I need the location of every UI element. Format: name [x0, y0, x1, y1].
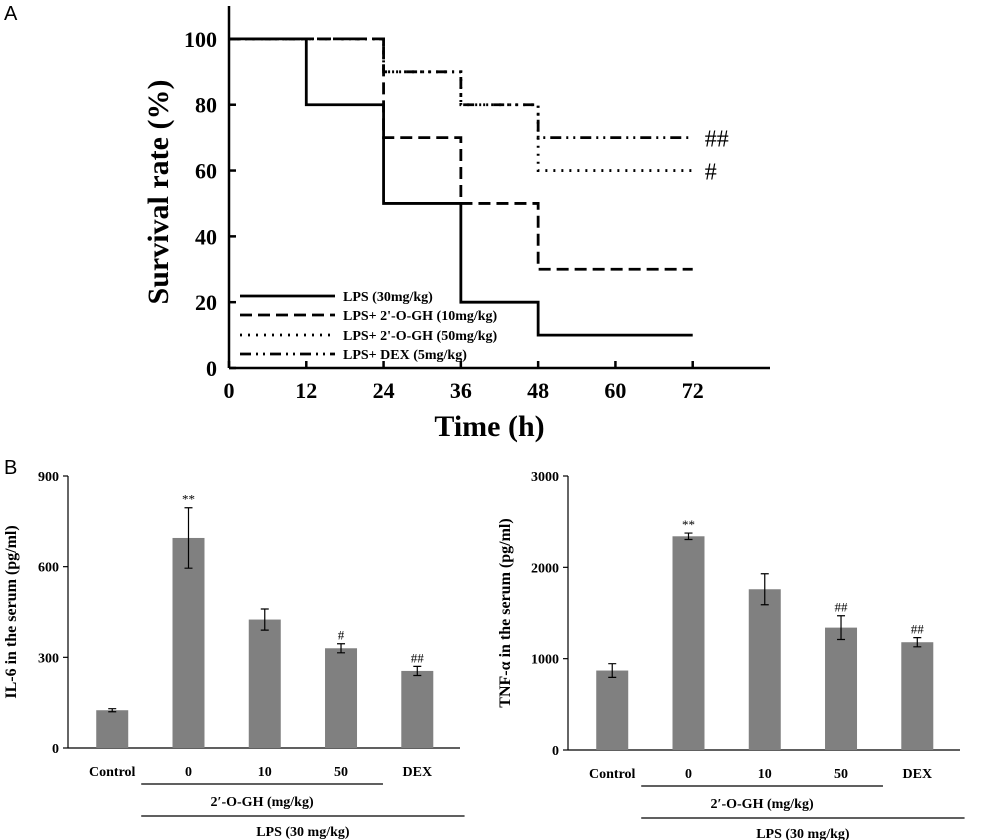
- x-tick-label: 72: [682, 378, 704, 403]
- outer-group-label: LPS (30 mg/kg): [256, 825, 350, 840]
- series-line-2: [229, 37, 693, 271]
- significance-annotation: ##: [705, 127, 729, 153]
- y-tick-label: 600: [38, 561, 59, 576]
- category-label: 10: [758, 767, 772, 782]
- group-label: 2′-O-GH (mg/kg): [711, 797, 814, 812]
- bar-50: [825, 627, 858, 750]
- x-tick-label: 48: [527, 378, 549, 403]
- significance-mark: **: [182, 492, 195, 507]
- significance-mark: #: [338, 628, 345, 643]
- category-label: DEX: [903, 767, 933, 782]
- y-tick-label: 0: [552, 744, 559, 759]
- category-label: 50: [834, 767, 848, 782]
- y-tick-label: 1000: [531, 653, 559, 668]
- x-tick-label: 12: [295, 378, 317, 403]
- category-label: 10: [258, 765, 272, 780]
- bar-0: [172, 537, 205, 748]
- panel-a-label: A: [4, 3, 18, 25]
- error-bar: [260, 608, 269, 631]
- error-bar: [337, 643, 346, 654]
- y-tick-label: 2000: [531, 561, 559, 576]
- y-tick-label: 0: [52, 742, 59, 757]
- bar-10: [248, 619, 281, 748]
- error-bar: [413, 665, 422, 677]
- legend-label: LPS (30mg/kg): [343, 290, 433, 305]
- error-bar: [684, 532, 693, 541]
- x-tick-label: 36: [450, 378, 472, 403]
- x-tick-label: 60: [604, 378, 626, 403]
- group-label: 2′-O-GH (mg/kg): [211, 795, 314, 810]
- y-axis-title: TNF-α in the serum (pg/ml): [497, 518, 514, 707]
- bar-10: [748, 589, 781, 750]
- error-bar: [837, 615, 846, 641]
- bar-control: [96, 710, 129, 748]
- bar-dex: [901, 642, 934, 750]
- error-bar: [913, 637, 922, 648]
- il6-bar-chart: 0 300 600 900 IL-6 in the serum (pg/ml) Contr…: [3, 470, 465, 840]
- category-label: 0: [685, 767, 692, 782]
- category-label: 50: [334, 765, 348, 780]
- bar-dex: [401, 670, 434, 748]
- y-axis-title: Survival rate (%): [142, 80, 175, 305]
- y-tick-label: 900: [38, 470, 59, 485]
- y-tick-label: 20: [195, 290, 217, 315]
- y-tick-label: 0: [206, 356, 217, 381]
- significance-mark: ##: [911, 622, 925, 637]
- survival-chart: 0 20 40 60 80 100 0 12 24 36 48 60 72 Time (h) Surviva…: [142, 6, 770, 443]
- series-line-4: [229, 37, 693, 140]
- error-bar: [760, 573, 769, 606]
- y-tick-label: 300: [38, 651, 59, 666]
- y-tick-label: 3000: [531, 470, 559, 485]
- x-axis-title: Time (h): [434, 410, 544, 443]
- significance-mark: ##: [411, 650, 425, 665]
- error-bar: [184, 507, 193, 569]
- bar-control: [596, 670, 629, 750]
- legend-label: LPS+ 2'-O-GH (50mg/kg): [343, 329, 498, 344]
- significance-mark: ##: [835, 600, 849, 615]
- x-tick-label: 24: [373, 378, 395, 403]
- panel-b-label: B: [4, 457, 17, 479]
- error-bar: [608, 663, 617, 678]
- category-label: Control: [89, 765, 136, 780]
- y-tick-label: 100: [184, 27, 217, 52]
- tnf-bar-chart: 0 1000 2000 3000 TNF-α in the serum (pg/ml) C…: [497, 470, 965, 840]
- y-axis-title: IL-6 in the serum (pg/ml): [3, 525, 20, 698]
- y-tick-label: 60: [195, 159, 217, 184]
- error-bar: [108, 708, 117, 713]
- legend-label: LPS+ 2'-O-GH (10mg/kg): [343, 309, 498, 324]
- bar-0: [672, 536, 705, 750]
- significance-mark: **: [682, 517, 695, 532]
- series-line-1: [229, 37, 693, 337]
- outer-group-label: LPS (30 mg/kg): [756, 827, 850, 840]
- significance-annotation: #: [705, 160, 717, 186]
- y-tick-label: 80: [195, 93, 217, 118]
- category-label: DEX: [403, 765, 433, 780]
- x-tick-label: 0: [224, 378, 235, 403]
- y-tick-label: 40: [195, 224, 217, 249]
- bar-50: [325, 648, 358, 748]
- category-label: 0: [185, 765, 192, 780]
- category-label: Control: [589, 767, 636, 782]
- legend-label: LPS+ DEX (5mg/kg): [343, 348, 467, 363]
